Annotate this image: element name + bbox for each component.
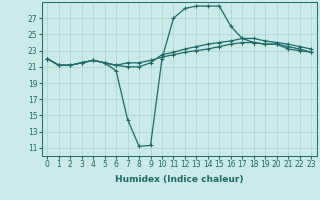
X-axis label: Humidex (Indice chaleur): Humidex (Indice chaleur) [115, 175, 244, 184]
